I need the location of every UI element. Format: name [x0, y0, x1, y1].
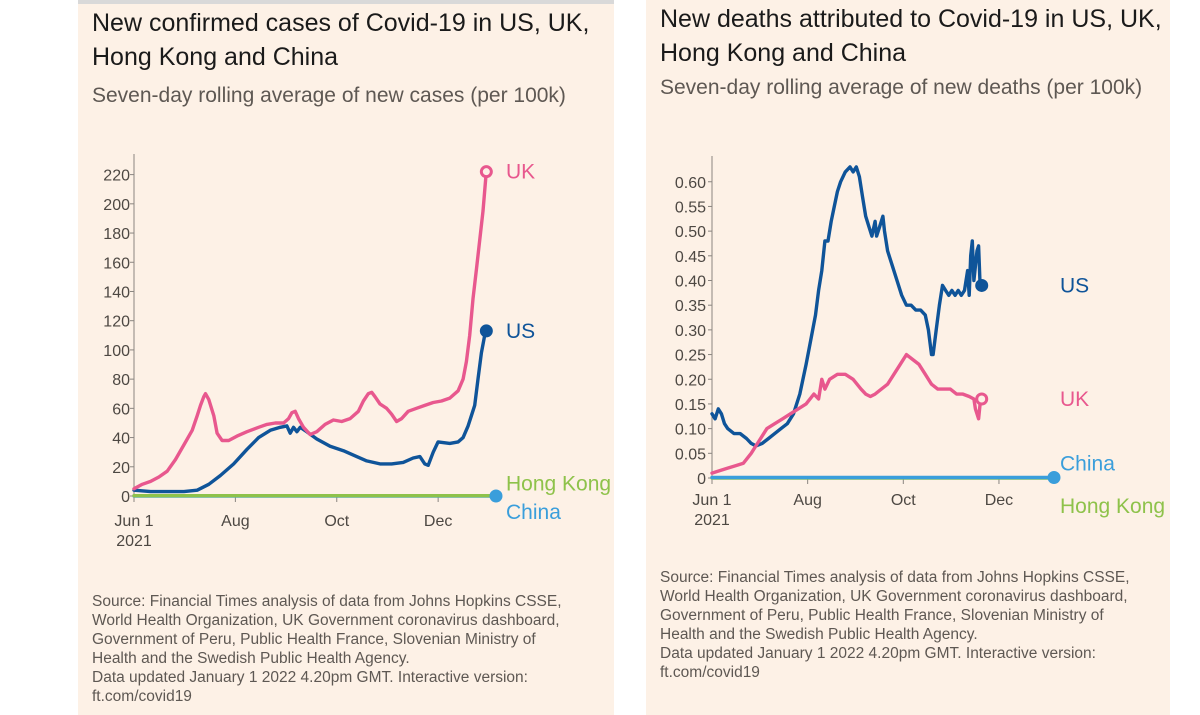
deaths-line-chart: 0 0.05 0.10 0.15 0.20 0.25 0.30 0.35 0.40 0.45 0.5… [675, 156, 1165, 529]
x-tick-year-label: 2021 [116, 533, 152, 550]
y-tick-label: 0 [121, 489, 130, 506]
y-tick-label: 60 [112, 401, 130, 418]
x-tick-label: Jun 1 [692, 492, 731, 509]
cases-source-line: Source: Financial Times analysis of data… [92, 593, 562, 610]
series-label-uk: UK [1060, 388, 1089, 411]
series-label-hong-kong: Hong Kong [506, 473, 611, 496]
cases-title-line-2: Hong Kong and China [92, 43, 339, 71]
series-label-hong-kong: Hong Kong [1060, 495, 1165, 518]
x-tick-label: Dec [985, 492, 1013, 509]
deaths-interactive-link[interactable]: ft.com/covid19 [660, 664, 760, 681]
y-tick-label: 0 [697, 471, 706, 488]
x-tick-label: Oct [891, 492, 916, 509]
x-tick-label: Dec [424, 513, 452, 530]
y-tick-label: 40 [112, 431, 130, 448]
cases-chart-subtitle: Seven-day rolling average of new cases (… [92, 84, 566, 107]
series-end-marker-us [975, 278, 989, 292]
x-tick-year-label: 2021 [694, 512, 730, 529]
series-line-us [710, 165, 984, 448]
cases-title-line-1: New confirmed cases of Covid-19 in US, U… [92, 9, 590, 37]
y-tick-label: 200 [103, 197, 130, 214]
y-tick-label: 0.20 [675, 372, 706, 389]
deaths-title-line-2: Hong Kong and China [660, 39, 907, 67]
series-line-us [132, 329, 488, 494]
y-tick-label: 160 [103, 255, 130, 272]
deaths-source-line: Source: Financial Times analysis of data… [660, 569, 1130, 586]
y-tick-label: 220 [103, 168, 130, 185]
y-tick-label: 0.55 [675, 199, 706, 216]
panel-top-rule [78, 0, 614, 4]
y-tick-label: 20 [112, 460, 130, 477]
deaths-chart-panel: New deaths attributed to Covid-19 in US,… [646, 0, 1170, 715]
cases-source-line: World Health Organization, UK Government… [92, 612, 560, 629]
cases-source-note: Source: Financial Times analysis of data… [92, 592, 562, 706]
y-tick-label: 0.15 [675, 397, 706, 414]
y-tick-label: 0.30 [675, 323, 706, 340]
series-end-marker-china [489, 489, 503, 503]
x-tick-label: Aug [793, 492, 821, 509]
y-tick-label: 0.35 [675, 298, 706, 315]
y-tick-label: 100 [103, 343, 130, 360]
deaths-source-note: Source: Financial Times analysis of data… [660, 568, 1130, 682]
series-end-marker-us [479, 324, 493, 338]
y-tick-label: 80 [112, 372, 130, 389]
series-end-marker-uk [479, 165, 493, 179]
cases-chart-title: New confirmed cases of Covid-19 in US, U… [92, 6, 589, 74]
deaths-source-line: Government of Peru, Public Health France… [660, 607, 1104, 624]
cases-source-line: Government of Peru, Public Health France… [92, 631, 536, 648]
series-label-china: China [506, 501, 561, 524]
series-label-us: US [506, 320, 535, 343]
cases-chart-panel: New confirmed cases of Covid-19 in US, U… [78, 0, 614, 715]
series-line-uk [132, 170, 488, 491]
y-tick-label: 0.45 [675, 249, 706, 266]
series-line-uk [710, 352, 984, 475]
y-tick-label: 0.05 [675, 446, 706, 463]
y-tick-label: 140 [103, 284, 130, 301]
deaths-chart-subtitle: Seven-day rolling average of new deaths … [660, 76, 1143, 99]
y-tick-label: 0.60 [675, 175, 706, 192]
cases-line-chart: 0 20 40 60 80 100 120 140 160 180 200 220 Jun 1 2021 A… [103, 154, 611, 550]
y-tick-label: 0.10 [675, 422, 706, 439]
x-tick-label: Jun 1 [114, 513, 153, 530]
deaths-source-line: Health and the Swedish Public Health Age… [660, 626, 978, 643]
y-tick-label: 0.50 [675, 224, 706, 241]
y-tick-label: 120 [103, 314, 130, 331]
y-tick-label: 0.40 [675, 274, 706, 291]
series-label-us: US [1060, 274, 1089, 297]
cases-interactive-link[interactable]: ft.com/covid19 [92, 688, 192, 705]
deaths-title-line-1: New deaths attributed to Covid-19 in US,… [660, 5, 1162, 33]
cases-updated-line: Data updated January 1 2022 4.20pm GMT. … [92, 669, 528, 686]
series-label-china: China [1060, 453, 1115, 476]
deaths-chart-title: New deaths attributed to Covid-19 in US,… [660, 2, 1162, 70]
series-end-marker-china [1047, 471, 1061, 485]
x-tick-label: Oct [324, 513, 349, 530]
y-tick-label: 180 [103, 226, 130, 243]
x-tick-label: Aug [221, 513, 249, 530]
y-tick-label: 0.25 [675, 348, 706, 365]
deaths-updated-line: Data updated January 1 2022 4.20pm GMT. … [660, 645, 1096, 662]
series-end-marker-uk [975, 392, 989, 406]
deaths-source-line: World Health Organization, UK Government… [660, 588, 1128, 605]
series-label-uk: UK [506, 161, 535, 184]
cases-source-line: Health and the Swedish Public Health Age… [92, 650, 410, 667]
